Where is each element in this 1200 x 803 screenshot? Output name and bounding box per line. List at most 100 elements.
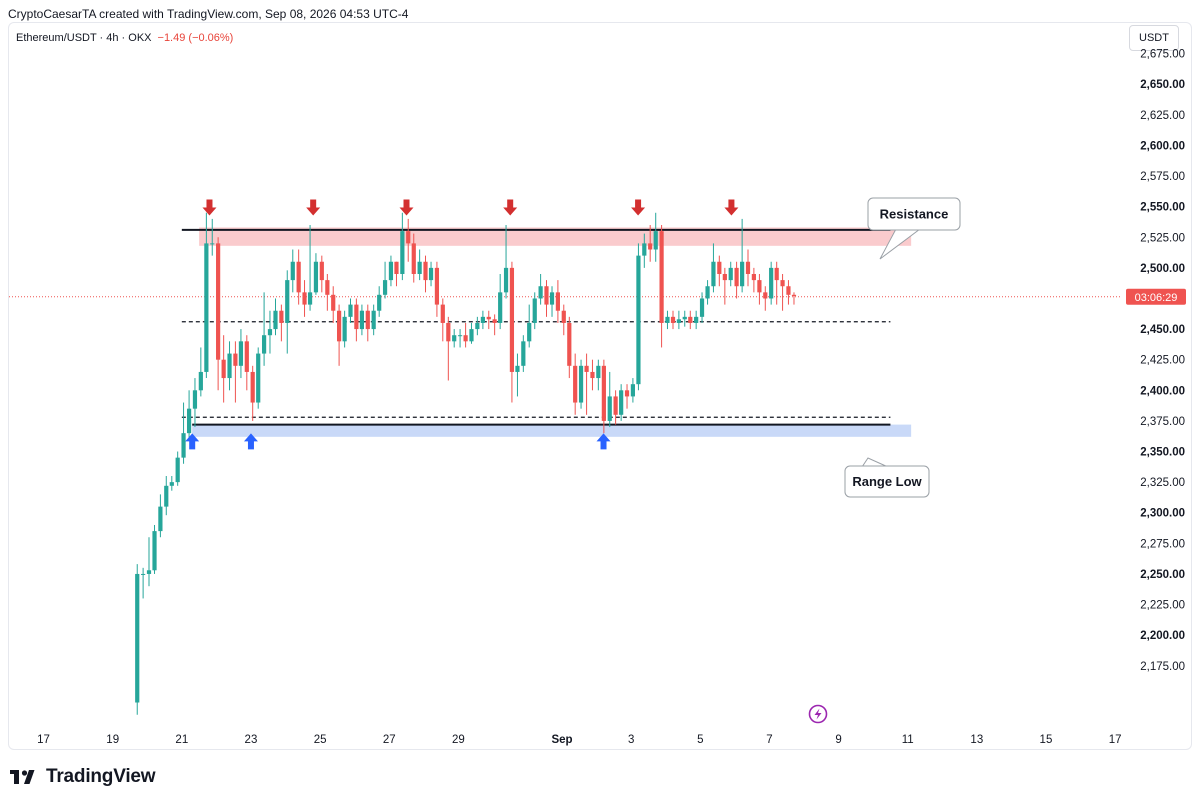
time-tick-label[interactable]: 21 [175, 734, 188, 746]
price-tick-label[interactable]: 2,325.00 [1140, 477, 1185, 489]
candle-body [221, 359, 226, 379]
time-tick-label[interactable]: 27 [383, 734, 396, 746]
candle-body [578, 365, 584, 403]
candle-body [164, 485, 169, 507]
range-low-callout-box [844, 465, 930, 498]
price-tick-label[interactable]: 2,675.00 [1140, 49, 1185, 61]
candle-body [302, 292, 307, 305]
chart-caption: CryptoCaesarTA created with TradingView.… [8, 7, 409, 21]
candle-body [244, 341, 249, 372]
price-tick-label[interactable]: 2,575.00 [1140, 171, 1185, 183]
time-tick-label[interactable]: 9 [835, 734, 841, 746]
candle-body [285, 280, 290, 323]
candle-body [238, 341, 244, 366]
price-tick-label[interactable]: 2,450.00 [1140, 324, 1185, 336]
price-tick-label[interactable]: 2,425.00 [1140, 355, 1185, 367]
candle-body [256, 353, 261, 403]
candle-body [619, 390, 624, 415]
resistance-callout-label: Resistance [880, 207, 949, 222]
time-tick-label[interactable]: 3 [628, 734, 634, 746]
candle-body [267, 329, 273, 336]
candle-body [227, 353, 232, 379]
candle-body [573, 365, 578, 403]
candle-body [198, 371, 203, 391]
price-tick-label[interactable]: 2,625.00 [1140, 110, 1185, 122]
candle-body [354, 304, 359, 330]
candle-body [158, 506, 163, 532]
candle-body [307, 292, 313, 305]
symbol-name: Ethereum/USDT · 4h · OKX [16, 32, 152, 44]
candle-body [791, 294, 797, 297]
candle-body [428, 267, 434, 281]
candle-body [319, 261, 324, 281]
price-tick-label[interactable]: 2,300.00 [1140, 508, 1185, 520]
candle-body [515, 365, 520, 372]
time-tick-label[interactable]: 25 [314, 734, 327, 746]
price-tick-label[interactable]: 2,200.00 [1140, 630, 1185, 642]
price-tick-label[interactable]: 2,600.00 [1140, 140, 1185, 152]
candle-body [382, 280, 388, 295]
time-tick-label[interactable]: 13 [970, 734, 983, 746]
time-axis[interactable]: 17 19 21 23 25 27 29 Sep 3 5 7 9 11 13 15 17 [37, 734, 1121, 746]
candle-body [290, 261, 295, 281]
price-tick-label[interactable]: 2,350.00 [1140, 447, 1185, 459]
resistance-callout-box [867, 197, 961, 231]
candle-body [503, 267, 509, 293]
candle-body [676, 319, 681, 323]
candle-body [734, 267, 739, 287]
time-tick-label[interactable]: 15 [1040, 734, 1053, 746]
price-tick-label[interactable]: 2,400.00 [1140, 385, 1185, 397]
candle-body [152, 531, 157, 571]
candle-body [549, 292, 555, 305]
candle-body [532, 298, 537, 323]
time-tick-label[interactable]: 23 [245, 734, 258, 746]
candle-body [774, 267, 779, 281]
candle-body [446, 322, 451, 342]
candle-body [417, 261, 422, 274]
candle-body [613, 396, 618, 415]
time-tick-label[interactable]: Sep [551, 734, 572, 746]
arrow-up-icon [185, 433, 200, 450]
time-tick-label[interactable]: 19 [106, 734, 119, 746]
candle-body [705, 286, 710, 299]
price-tick-label[interactable]: 2,650.00 [1140, 79, 1185, 91]
candle-body [192, 390, 198, 409]
time-tick-label[interactable]: 11 [902, 734, 914, 746]
price-tick-label[interactable]: 2,275.00 [1140, 538, 1185, 550]
candle-body [665, 316, 670, 323]
time-tick-label[interactable]: 29 [452, 734, 465, 746]
candle-body [371, 310, 376, 330]
candle-body [250, 371, 255, 403]
price-tick-label[interactable]: 2,550.00 [1140, 202, 1185, 214]
currency-button[interactable]: USDT [1129, 25, 1179, 51]
time-tick-label[interactable]: 7 [766, 734, 772, 746]
lightning-icon[interactable] [808, 704, 828, 724]
price-tick-label[interactable]: 2,375.00 [1140, 416, 1185, 428]
time-tick-label[interactable]: 5 [697, 734, 703, 746]
candle-body [492, 319, 497, 323]
candle-body [457, 335, 463, 337]
candle-body [757, 280, 762, 293]
price-tick-label[interactable]: 2,225.00 [1140, 600, 1185, 612]
candle-body [204, 243, 209, 372]
brand-name: TradingView [46, 766, 156, 787]
candle-body [717, 261, 722, 274]
candle-body [486, 316, 491, 320]
price-tick-label[interactable]: 2,175.00 [1140, 661, 1185, 673]
candle-body [210, 243, 215, 245]
candle-body [336, 310, 342, 342]
resistance-zone [199, 227, 912, 246]
time-tick-label[interactable]: 17 [37, 734, 50, 746]
price-axis[interactable]: 2,675.00 2,650.00 2,625.00 2,600.00 2,575.00… [1140, 49, 1185, 673]
candle-body [440, 304, 445, 323]
candle-body [711, 261, 716, 287]
arrow-down-icon [631, 199, 646, 216]
candle-body [584, 365, 589, 372]
candle-body [538, 286, 543, 299]
time-tick-label[interactable]: 17 [1109, 734, 1122, 746]
price-tick-label[interactable]: 2,525.00 [1140, 232, 1185, 244]
price-tick-label[interactable]: 2,500.00 [1140, 263, 1185, 275]
candle-body [648, 243, 653, 250]
price-tick-label[interactable]: 2,250.00 [1140, 569, 1185, 581]
